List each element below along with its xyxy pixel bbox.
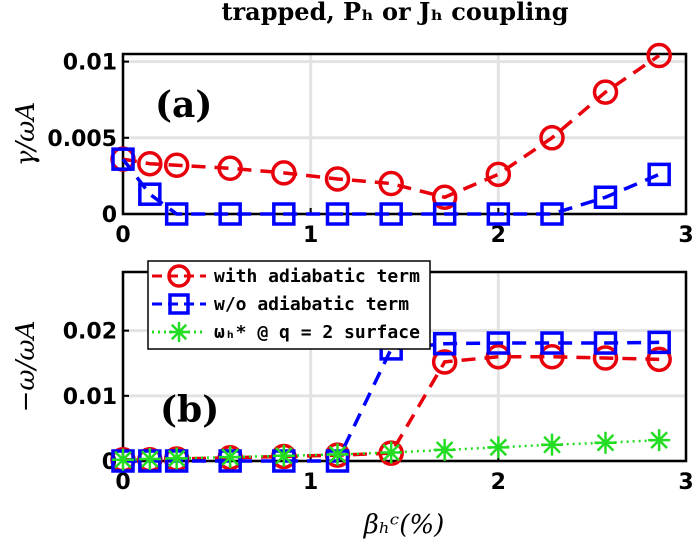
legend-entry: with adiabatic term	[214, 266, 420, 287]
data-point-square	[138, 182, 162, 206]
data-point-circle	[431, 349, 458, 375]
data-point-square	[164, 202, 189, 226]
y-axis-label: −ω/ωA	[11, 321, 41, 413]
y-tick-label: 0.005	[47, 127, 117, 152]
x-tick-label: 0	[115, 223, 130, 248]
x-tick-label: 3	[678, 223, 693, 248]
data-point-circle	[137, 150, 163, 177]
panel-b: 0 1 2 300.010.02−ω/ωA (b)with adiabatic term…	[11, 260, 694, 495]
data-point-circle	[539, 343, 565, 370]
data-point-circle	[167, 264, 191, 288]
chart-title: trapped, Pₕ or Jₕ coupling	[221, 0, 568, 26]
data-point-square	[593, 331, 618, 355]
x-tick-label: 1	[303, 470, 318, 495]
data-point-asterisk	[165, 447, 188, 470]
data-point-asterisk	[326, 443, 349, 466]
data-point-asterisk	[138, 448, 161, 471]
y-tick-label: 0	[102, 203, 117, 228]
data-point-circle	[163, 152, 190, 178]
data-point-asterisk	[112, 448, 134, 471]
panel-label: (a)	[155, 84, 212, 126]
data-point-square	[540, 202, 564, 226]
data-point-square	[647, 330, 671, 355]
data-point-square	[218, 202, 242, 226]
panel-label: (b)	[160, 389, 219, 431]
panel-a: 0 1 2 3 0 0.005 0.01 γ/ωA (a)	[11, 42, 694, 248]
series-line	[122, 54, 661, 200]
data-point-asterisk	[648, 429, 671, 452]
x-tick-label: 0	[115, 470, 130, 495]
data-point-asterisk	[594, 431, 617, 454]
data-point-circle	[592, 79, 619, 105]
axes-box	[121, 52, 688, 216]
data-point-square	[168, 293, 190, 315]
x-tick-label: 2	[491, 223, 506, 248]
data-point-circle	[378, 170, 404, 197]
x-tick-label: 1	[303, 223, 318, 248]
data-point-square	[111, 147, 135, 171]
y-tick-label: 0.02	[63, 320, 117, 345]
data-point-circle	[431, 184, 458, 210]
data-point-asterisk	[487, 436, 510, 459]
data-point-asterisk	[433, 438, 456, 461]
data-point-circle	[485, 161, 512, 188]
data-point-circle	[271, 160, 297, 186]
data-point-square	[379, 202, 403, 226]
data-point-circle	[217, 155, 243, 182]
data-point-square	[540, 331, 564, 355]
data-point-circle	[646, 42, 672, 69]
data-point-square	[486, 331, 511, 355]
data-point-circle	[646, 346, 672, 373]
x-tick-label: 2	[491, 470, 506, 495]
data-point-circle	[324, 166, 351, 192]
data-point-asterisk	[272, 444, 295, 467]
legend: with adiabatic term w/o adiabatic term ωₕ*…	[147, 260, 431, 350]
y-tick-label: 0.01	[63, 385, 117, 410]
legend-entry: w/o adiabatic term	[214, 294, 409, 315]
data-point-square	[272, 202, 296, 226]
y-tick-label: 0.01	[63, 51, 117, 76]
x-axis-label: βₕᶜ(%)	[363, 510, 444, 540]
data-point-circle	[539, 125, 565, 151]
data-point-square	[486, 202, 511, 226]
data-point-square	[432, 202, 457, 226]
data-point-asterisk	[541, 433, 564, 456]
data-point-asterisk	[169, 322, 189, 342]
legend-box	[147, 260, 431, 350]
data-point-circle	[485, 343, 512, 370]
data-point-asterisk	[380, 441, 403, 464]
data-point-asterisk	[219, 446, 242, 469]
x-tick-label: 3	[678, 470, 693, 495]
data-point-square	[432, 331, 457, 356]
data-point-square	[593, 185, 618, 209]
legend-entry: ωₕ* @ q = 2 surface	[214, 322, 420, 343]
data-point-square	[647, 162, 671, 187]
data-point-circle	[592, 345, 619, 371]
data-point-square	[325, 202, 350, 226]
y-axis-label: γ/ωA	[11, 102, 41, 166]
